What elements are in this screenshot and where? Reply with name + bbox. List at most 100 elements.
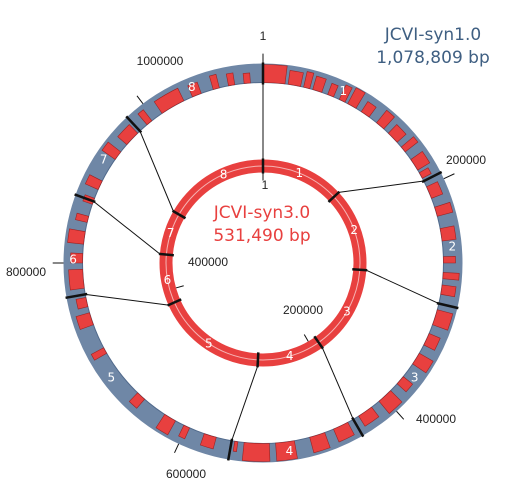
outer-position-label: 1 [260,29,267,43]
connector-line [366,269,440,305]
outer-position-tick [174,443,180,453]
inner-boundary-mark [352,267,368,272]
inner-segment-label: 6 [164,273,172,287]
gene-block [442,272,460,281]
inner-genome-size: 531,490 bp [213,226,311,246]
gene-block [360,101,377,118]
inner-segment-label: 1 [296,166,304,180]
connector-line [85,293,169,306]
gene-block [67,228,86,245]
outer-position-label: 800000 [6,265,46,279]
connector-line [321,347,354,420]
gene-block [128,392,146,409]
gene-block [75,212,90,223]
connector-line [93,200,161,255]
gene-block [70,252,84,264]
gene-block [387,124,407,143]
outer-boundary-mark [351,416,365,438]
gene-block [439,225,457,242]
gene-block [396,376,414,393]
inner-boundary-mark [158,252,174,257]
outer-boundary-mark [436,301,459,310]
gene-block [68,268,85,291]
gene-block [153,87,185,114]
outer-segment-label: 1 [339,84,347,98]
outer-position-label: 400000 [416,412,456,426]
outer-genome-size: 1,078,809 bp [376,48,490,68]
outer-position-label: 600000 [166,467,206,481]
outer-position-tick [136,95,144,104]
inner-position-label: 200000 [283,303,323,317]
gene-block [75,312,94,330]
ring-labels: 1 2 3 4 5 6 7 8 1 2 3 4 5 6 7 8 1 200000 400000 600000 80000… [6,29,486,481]
inner-boundary-mark [327,190,341,203]
inner-genome-name: JCVI-syn3.0 [213,203,311,223]
inner-segment-label: 2 [350,223,358,237]
outer-boundary-mark [65,292,88,300]
gene-block [90,347,108,361]
inner-position-tick [175,285,184,289]
gene-block [262,64,288,85]
inner-segment-boundaries [158,158,368,368]
gene-block [378,390,403,414]
gene-block [410,151,431,171]
outer-segment-label: 6 [69,253,77,267]
gene-block [327,82,339,98]
gene-block [400,136,419,153]
gene-block [101,141,122,160]
gene-block [225,72,236,87]
outer-segment-label: 3 [411,370,419,384]
outer-boundary-mark [125,115,143,134]
gene-block [333,421,355,443]
inner-boundary-mark [167,298,182,307]
gene-block [232,440,239,452]
gene-block [376,109,395,130]
outer-segment-label: 2 [448,239,456,253]
gene-block [84,174,103,190]
gene-block [426,181,444,199]
gene-block [275,440,298,462]
outer-segment-label: 5 [107,370,115,384]
inner-segment-label: 7 [167,226,175,240]
connector-line [231,366,259,441]
gene-block [418,167,432,179]
gene-block [358,406,380,427]
gene-block [303,71,315,90]
gene-block [137,109,153,126]
inner-segment-label: 5 [205,336,213,350]
inner-segment-label: 8 [220,167,228,181]
outer-segment-label: 7 [100,153,108,167]
outer-segment-label: 8 [188,80,196,94]
gene-block [423,333,441,351]
outer-boundary-mark [226,438,234,461]
gene-block [242,72,251,84]
outer-position-label: 200000 [446,153,486,167]
gene-block [338,84,353,103]
inner-boundary-mark [256,352,260,368]
gene-block [347,87,366,109]
outer-segment-boundaries [65,62,459,461]
outer-position-tick [443,173,455,180]
gene-block [412,352,434,374]
outer-segment-label: 4 [286,444,294,458]
inner-genome-title: JCVI-syn3.0 531,490 bp [200,202,324,248]
outer-genome-name: JCVI-syn1.0 [384,25,482,45]
gene-block [440,284,457,298]
outer-boundary-mark [74,193,96,204]
gene-block [199,433,217,450]
inner-position-label: 1 [262,178,269,192]
inner-boundary-mark [313,335,324,350]
outer-gene-blocks [67,64,460,462]
gene-block [75,297,89,310]
inner-segment-label: 3 [343,305,351,319]
gene-block [155,413,176,436]
gene-block [312,75,327,93]
inner-boundary-mark [171,209,187,220]
connector-line [338,180,424,193]
inner-position-tick [303,334,309,342]
outer-position-tick [396,410,405,420]
gene-block [287,70,304,87]
gene-block [178,424,190,440]
gene-block [187,81,202,98]
